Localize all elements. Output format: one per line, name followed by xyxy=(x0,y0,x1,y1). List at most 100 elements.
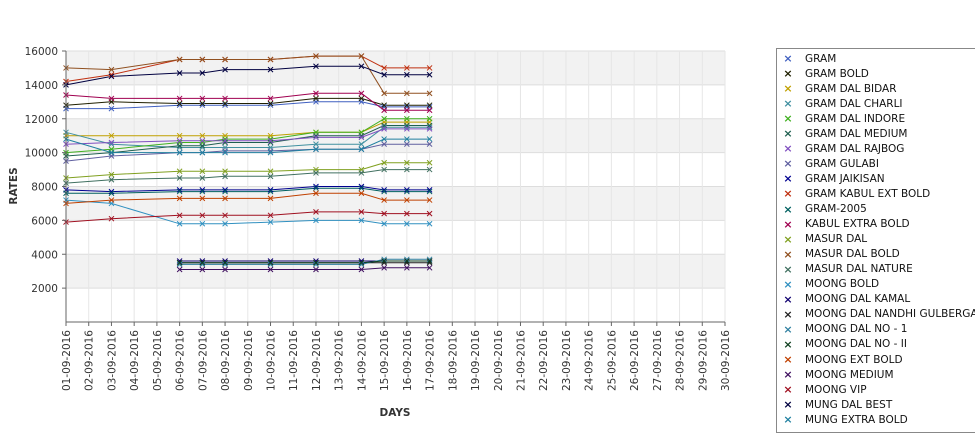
data-point xyxy=(267,148,274,154)
data-point xyxy=(108,141,115,148)
data-point xyxy=(267,95,274,102)
x-tick-label: 21-09-2016 xyxy=(515,330,527,391)
data-point xyxy=(267,173,274,180)
legend-label: GRAM DAL RAJBOG xyxy=(805,142,905,155)
data-point xyxy=(404,210,410,217)
data-point xyxy=(222,56,228,63)
data-point xyxy=(222,187,228,193)
legend-item: × MASUR DAL xyxy=(781,232,867,247)
x-tick-label: 14-09-2016 xyxy=(356,330,368,391)
data-point xyxy=(313,170,319,176)
data-point xyxy=(222,66,228,73)
data-point xyxy=(267,188,274,195)
legend-label: MOONG MEDIUM xyxy=(805,368,894,381)
data-point xyxy=(108,66,115,73)
x-tick-label: 06-09-2016 xyxy=(175,330,187,391)
data-point xyxy=(267,187,274,193)
y-tick-label: 2000 xyxy=(31,283,58,295)
plot-band xyxy=(66,254,725,289)
data-point xyxy=(267,66,274,73)
legend-marker-icon: × xyxy=(783,172,793,186)
x-tick-label: 25-09-2016 xyxy=(606,330,618,391)
x-tick-label: 29-09-2016 xyxy=(697,330,709,391)
data-point xyxy=(267,219,274,225)
data-point xyxy=(199,188,206,195)
data-point xyxy=(222,220,228,227)
data-point xyxy=(358,141,365,148)
data-point xyxy=(426,141,433,148)
data-point xyxy=(222,139,228,146)
legend-marker-icon: × xyxy=(783,97,793,111)
data-point xyxy=(426,90,433,97)
data-point xyxy=(199,168,206,175)
legend-item: × GRAM xyxy=(781,51,836,66)
data-point xyxy=(313,90,319,97)
legend-marker-icon: × xyxy=(783,353,793,366)
legend-item: × GRAM DAL CHARLI xyxy=(781,96,903,111)
data-point xyxy=(404,188,410,195)
legend-marker-icon: × xyxy=(783,82,793,96)
data-point xyxy=(313,183,319,190)
data-point xyxy=(381,141,387,148)
data-point xyxy=(426,187,433,193)
data-point xyxy=(404,124,410,131)
data-point xyxy=(426,65,433,71)
data-point xyxy=(222,173,228,180)
data-point xyxy=(404,141,410,148)
data-point xyxy=(426,256,433,263)
data-point xyxy=(108,95,115,102)
data-point xyxy=(222,261,228,268)
x-tick-label: 05-09-2016 xyxy=(152,330,164,391)
legend-label: GRAM DAL CHARLI xyxy=(805,97,903,110)
data-point xyxy=(358,209,365,215)
data-point xyxy=(358,190,365,197)
x-tick-label: 19-09-2016 xyxy=(470,330,482,391)
data-point xyxy=(381,220,387,227)
data-point xyxy=(267,56,274,63)
x-tick-label: 08-09-2016 xyxy=(220,330,232,391)
legend-marker-icon: × xyxy=(783,67,793,81)
data-point xyxy=(381,102,387,109)
legend-marker-icon: × xyxy=(783,112,793,126)
legend-item: × MUNG DAL BEST xyxy=(781,397,892,412)
legend-item: × MOONG DAL NANDHI GULBERGA xyxy=(781,307,975,322)
legend-marker-icon: × xyxy=(783,52,793,65)
legend-label: MASUR DAL BOLD xyxy=(805,248,900,261)
y-tick-label: 4000 xyxy=(31,249,58,261)
data-point xyxy=(358,95,365,102)
data-point xyxy=(199,100,206,107)
data-point xyxy=(381,188,387,195)
data-point xyxy=(381,71,387,78)
data-point xyxy=(313,259,319,266)
legend-item: × MOONG VIP xyxy=(781,382,867,397)
legend-marker-icon: × xyxy=(783,337,793,351)
data-point xyxy=(199,261,206,268)
data-point xyxy=(358,134,365,141)
data-point xyxy=(176,266,183,273)
data-point xyxy=(222,266,228,273)
data-point xyxy=(176,149,183,156)
data-point xyxy=(404,136,410,142)
x-tick-label: 02-09-2016 xyxy=(84,330,96,391)
legend-item: × MOONG DAL NO - 1 xyxy=(781,322,907,337)
data-point xyxy=(426,166,433,173)
y-tick-label: 12000 xyxy=(25,114,58,126)
data-point xyxy=(199,220,206,227)
legend-label: MOONG VIP xyxy=(805,383,867,396)
x-tick-label: 16-09-2016 xyxy=(402,330,414,391)
data-point xyxy=(313,190,319,197)
legend-marker-icon: × xyxy=(783,127,793,141)
data-point xyxy=(199,102,206,109)
x-tick-label: 01-09-2016 xyxy=(61,330,73,391)
data-point xyxy=(176,220,183,227)
data-point xyxy=(176,70,183,76)
data-point xyxy=(176,137,183,144)
legend-label: GRAM DAL INDORE xyxy=(805,112,906,125)
data-point xyxy=(222,102,228,109)
data-point xyxy=(108,149,115,156)
data-point xyxy=(358,132,365,139)
data-point xyxy=(381,258,387,264)
x-tick-label: 24-09-2016 xyxy=(584,330,596,391)
y-tick-label: 16000 xyxy=(25,46,58,58)
